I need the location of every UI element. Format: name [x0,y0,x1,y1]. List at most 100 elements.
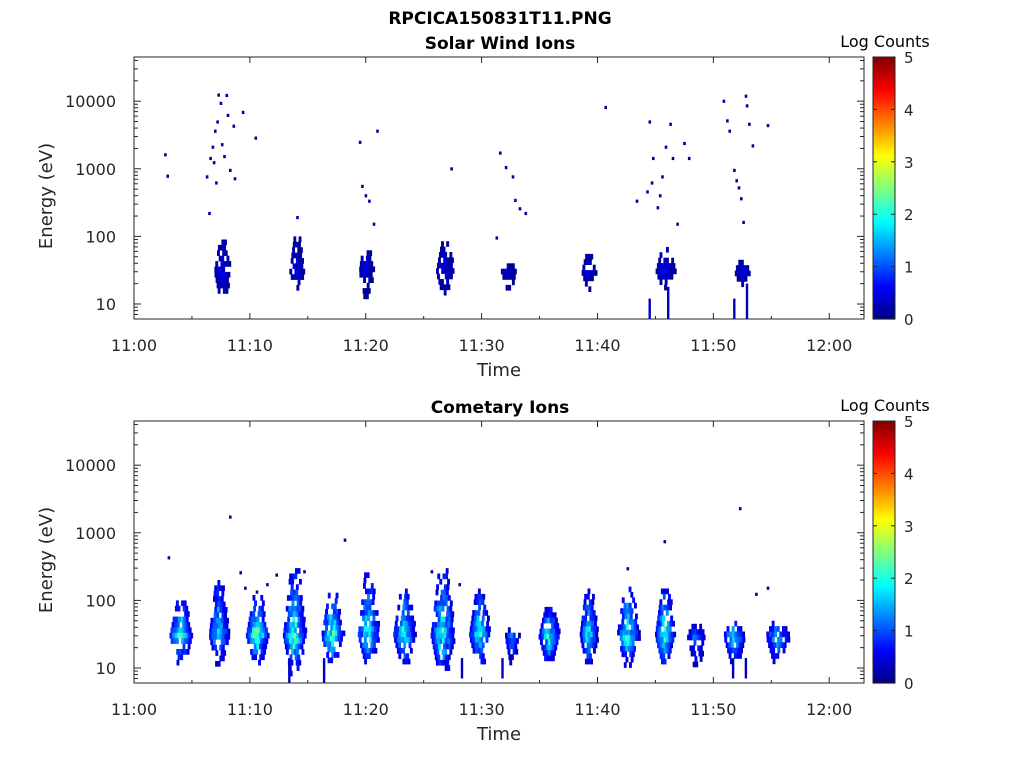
spectrogram-cell [450,273,453,280]
spectrogram-cell [370,588,374,595]
spectrogram-cell [332,635,336,642]
spectrogram-cell [291,252,295,259]
spectrogram-cell [216,585,220,592]
spectrogram-cell [445,643,449,650]
spectrogram-point [241,110,245,114]
spectrogram-cell [621,640,625,647]
colorbar-segment [873,547,895,551]
spectrogram-cell [744,276,748,282]
spectrogram-cell [329,614,333,620]
spectrogram-cell [409,637,413,643]
colorbar-segment [873,281,895,285]
spectrogram-cell [472,637,476,643]
spectrogram-cell [363,599,367,605]
spectrogram-cell [696,629,700,635]
spectrogram-cell [541,644,545,651]
spectrogram-cell [441,279,444,285]
spectrogram-cell [622,608,626,614]
spectrogram-cell [338,608,341,615]
spectrogram-cell [222,288,226,294]
spectrogram-cell [666,268,669,275]
spectrogram-cell [408,642,412,649]
cometary-x-axis-label: Time [476,724,521,745]
cometary-y-axis-label: Energy (eV) [36,507,57,613]
spectrogram-cell [482,626,486,632]
spectrogram-cell [295,258,299,264]
spectrogram-cell [214,266,218,273]
spectrogram-cell [658,610,661,616]
colorbar-segment [873,85,895,89]
cometary-burst-2 [209,580,231,667]
spectrogram-cell [481,620,484,627]
spectrogram-cell [292,595,295,601]
spectrogram-cell [407,637,410,643]
colorbar-segment [873,137,895,141]
spectrogram-cell [296,252,300,259]
spectrogram-cell [324,630,328,637]
spectrogram-cell [170,627,174,634]
spectrogram-cell [262,611,266,617]
spectrogram-cell [440,616,444,623]
spectrogram-cell [401,631,404,638]
colorbar-segment [873,427,895,431]
spectrogram-cell [668,647,672,654]
spectrogram-cell [299,252,303,259]
spectrogram-cell [663,257,667,264]
spectrogram-cell [369,637,372,643]
spectrogram-cell [412,637,416,643]
spectrogram-cell [449,600,453,607]
spectrogram-cell [739,636,743,643]
colorbar-segment [873,453,895,457]
spectrogram-cell [436,605,440,612]
spectrogram-cell [184,611,188,617]
spectrogram-cell [435,659,439,666]
spectrogram-cell [586,593,590,600]
colorbar-segment [873,227,895,231]
spectrogram-cell [740,270,743,277]
spectrogram-cell [289,268,293,275]
colorbar-segment [873,286,895,290]
spectrogram-cell [221,590,225,597]
spectrogram-cell [665,610,669,616]
spectrogram-cell [245,632,249,639]
spectrogram-cell [336,652,340,658]
spectrogram-cell [291,605,294,612]
spectrogram-cell [739,276,743,282]
spectrogram-cell [334,614,338,620]
colorbar-segment [873,434,895,437]
spectrogram-cell [220,261,224,267]
spectrogram-point [266,583,269,587]
spectrogram-cell [369,250,373,256]
colorbar-segment [873,458,895,461]
spectrogram-cell [582,631,586,638]
spectrogram-cell [364,615,368,622]
spectrogram-cell [622,629,626,636]
spectrogram-cell [364,620,367,627]
spectrogram-cell [217,580,221,586]
spectrogram-cell [665,273,669,280]
spectrogram-cell [261,616,265,623]
spectrogram-cell [592,615,595,622]
spectrogram-cell [339,619,342,626]
spectrogram-cell [436,638,440,644]
spectrogram-cell [406,631,410,638]
spectrogram-cell [296,605,300,612]
spectrogram-cell [662,273,666,280]
spectrogram-cell [543,612,547,618]
spectrogram-cell [376,637,380,643]
spectrogram-cell [507,627,511,633]
spectrogram-cell [506,268,509,275]
colorbar-segment [873,626,895,630]
spectrogram-cell [550,650,554,656]
spectrogram-cell [333,619,337,626]
colorbar-segment [873,602,895,605]
colorbar-segment [873,303,895,307]
colorbar-segment [873,159,895,163]
spectrogram-cell [362,261,366,267]
spectrogram-cell [634,602,637,609]
spectrogram-cell [585,604,589,611]
spectrogram-cell [510,632,514,639]
spectrogram-cell [253,616,257,623]
spectrogram-cell [294,268,298,275]
spectrogram-cell [363,277,366,283]
